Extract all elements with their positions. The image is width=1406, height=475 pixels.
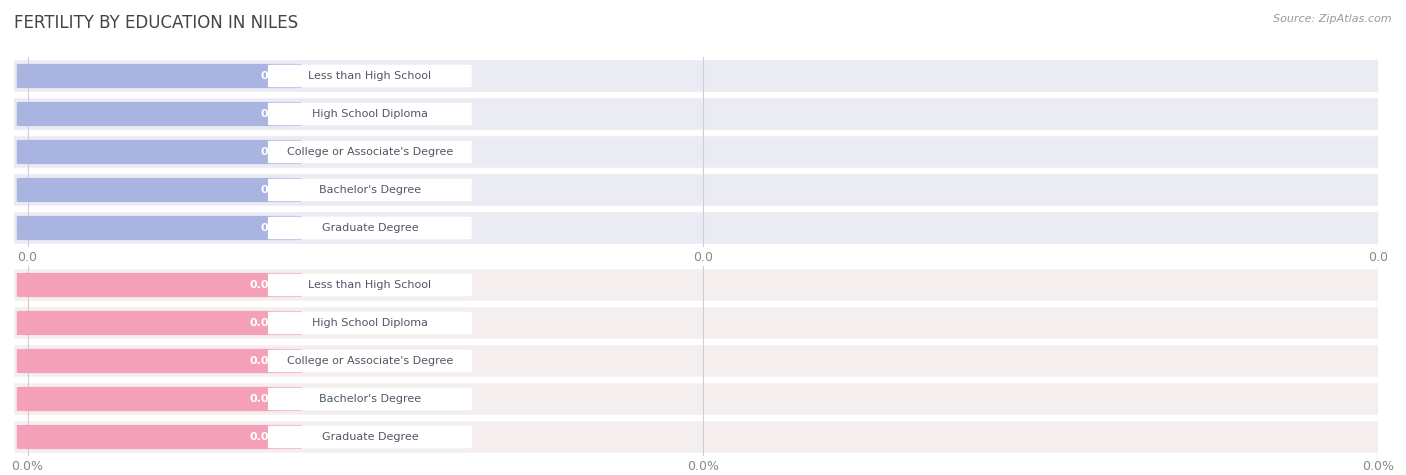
Text: Graduate Degree: Graduate Degree: [322, 223, 418, 233]
FancyBboxPatch shape: [17, 64, 302, 88]
Text: Less than High School: Less than High School: [308, 280, 432, 290]
FancyBboxPatch shape: [17, 273, 302, 297]
FancyBboxPatch shape: [269, 217, 472, 239]
Text: 0.0%: 0.0%: [249, 432, 280, 442]
Text: 0.0%: 0.0%: [249, 394, 280, 404]
Text: High School Diploma: High School Diploma: [312, 318, 427, 328]
FancyBboxPatch shape: [269, 141, 472, 163]
FancyBboxPatch shape: [17, 178, 302, 202]
Text: Source: ZipAtlas.com: Source: ZipAtlas.com: [1274, 14, 1392, 24]
FancyBboxPatch shape: [269, 179, 472, 201]
Text: High School Diploma: High School Diploma: [312, 109, 427, 119]
Text: 0.0: 0.0: [260, 71, 280, 81]
FancyBboxPatch shape: [269, 103, 472, 125]
Text: 0.0%: 0.0%: [249, 356, 280, 366]
Text: 0.0: 0.0: [260, 223, 280, 233]
FancyBboxPatch shape: [0, 136, 1406, 168]
FancyBboxPatch shape: [269, 350, 472, 372]
FancyBboxPatch shape: [0, 60, 1406, 92]
Text: College or Associate's Degree: College or Associate's Degree: [287, 147, 453, 157]
FancyBboxPatch shape: [0, 421, 1406, 453]
FancyBboxPatch shape: [0, 345, 1406, 377]
Text: 0.0%: 0.0%: [249, 280, 280, 290]
Text: Less than High School: Less than High School: [308, 71, 432, 81]
Text: 0.0: 0.0: [260, 185, 280, 195]
FancyBboxPatch shape: [0, 212, 1406, 244]
Text: FERTILITY BY EDUCATION IN NILES: FERTILITY BY EDUCATION IN NILES: [14, 14, 298, 32]
FancyBboxPatch shape: [269, 388, 472, 410]
Text: 0.0: 0.0: [260, 109, 280, 119]
FancyBboxPatch shape: [17, 216, 302, 240]
Text: 0.0%: 0.0%: [249, 318, 280, 328]
FancyBboxPatch shape: [0, 174, 1406, 206]
FancyBboxPatch shape: [17, 349, 302, 373]
FancyBboxPatch shape: [17, 311, 302, 335]
FancyBboxPatch shape: [269, 65, 472, 87]
FancyBboxPatch shape: [0, 98, 1406, 130]
FancyBboxPatch shape: [0, 307, 1406, 339]
Text: Graduate Degree: Graduate Degree: [322, 432, 418, 442]
FancyBboxPatch shape: [269, 312, 472, 334]
FancyBboxPatch shape: [269, 274, 472, 296]
Text: Bachelor's Degree: Bachelor's Degree: [319, 185, 420, 195]
Text: College or Associate's Degree: College or Associate's Degree: [287, 356, 453, 366]
FancyBboxPatch shape: [17, 425, 302, 449]
FancyBboxPatch shape: [17, 102, 302, 126]
FancyBboxPatch shape: [17, 140, 302, 164]
FancyBboxPatch shape: [0, 383, 1406, 415]
FancyBboxPatch shape: [0, 269, 1406, 301]
Text: 0.0: 0.0: [260, 147, 280, 157]
Text: Bachelor's Degree: Bachelor's Degree: [319, 394, 420, 404]
FancyBboxPatch shape: [269, 426, 472, 448]
FancyBboxPatch shape: [17, 387, 302, 411]
